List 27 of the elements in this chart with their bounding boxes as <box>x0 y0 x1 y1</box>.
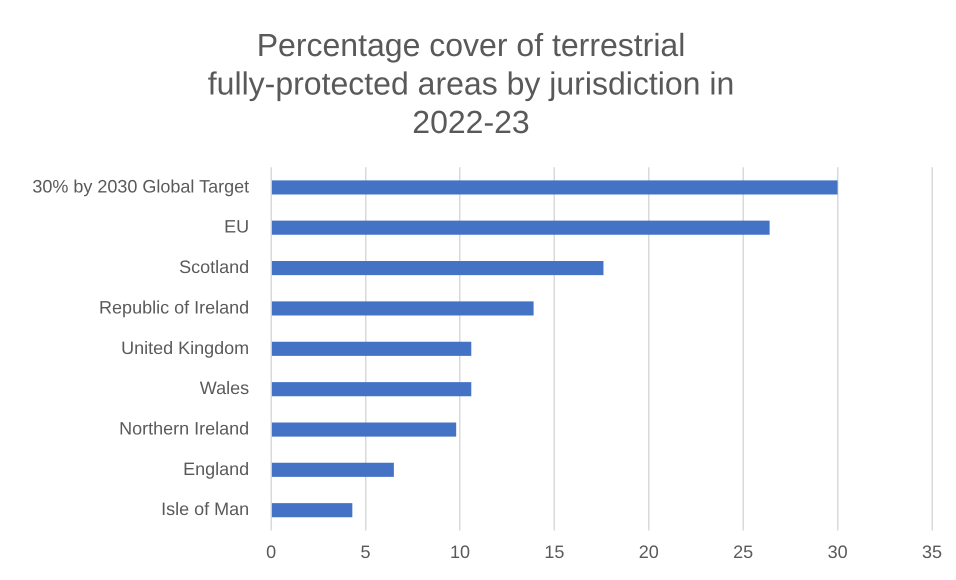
bar <box>272 220 770 235</box>
x-tick-label: 35 <box>922 542 942 562</box>
bar <box>272 180 838 194</box>
bar <box>272 342 472 356</box>
y-tick-label: Republic of Ireland <box>99 297 250 318</box>
x-tick-label: 20 <box>638 542 659 562</box>
y-tick-label: Isle of Man <box>161 499 250 520</box>
y-tick-label: EU <box>224 216 250 237</box>
bar <box>272 462 394 477</box>
bar <box>272 422 456 437</box>
y-tick-label: England <box>183 458 250 479</box>
y-tick-label: United Kingdom <box>121 338 250 358</box>
bar <box>272 382 472 396</box>
x-tick-label: 15 <box>544 542 564 562</box>
bar <box>272 503 352 518</box>
bar <box>272 301 534 316</box>
chart-title: Percentage cover of terrestrial fully-protected areas by jurisdiction in 2022-23 <box>208 27 734 140</box>
x-tick-label: 5 <box>360 542 371 562</box>
x-tick-label: 10 <box>450 542 470 562</box>
y-tick-label: Scotland <box>179 257 250 278</box>
x-tick-label: 25 <box>733 542 754 562</box>
y-tick-label: Northern Ireland <box>119 418 250 438</box>
bar <box>272 261 604 276</box>
y-tick-label: 30% by 2030 Global Target <box>32 176 250 196</box>
x-tick-label: 0 <box>266 542 276 562</box>
x-tick-label: 30 <box>828 542 848 562</box>
y-tick-label: Wales <box>200 378 250 398</box>
